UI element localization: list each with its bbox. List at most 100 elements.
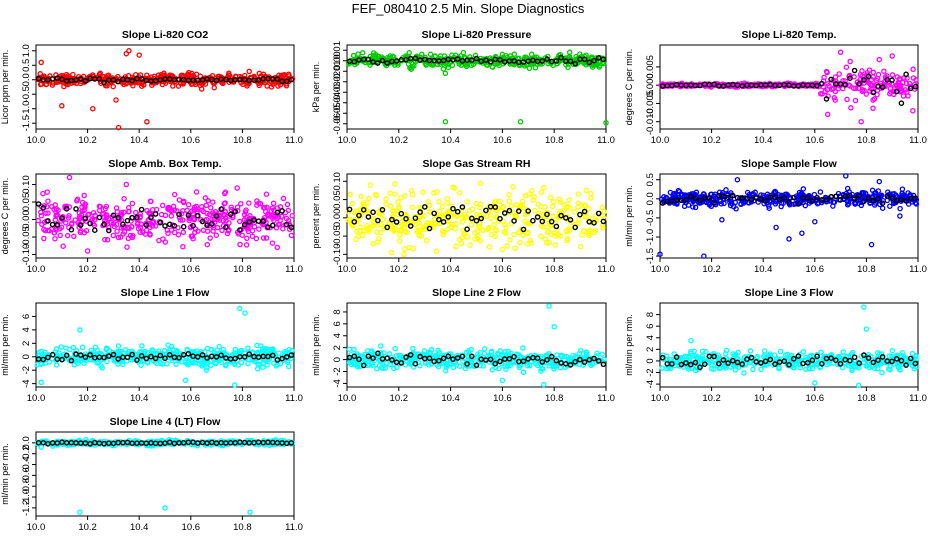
data-point <box>792 195 796 199</box>
data-point <box>763 349 767 353</box>
data-point <box>106 238 110 242</box>
data-point <box>154 224 158 228</box>
data-point <box>83 216 87 220</box>
data-point <box>474 201 478 205</box>
data-point <box>411 346 415 350</box>
data-point <box>92 211 96 215</box>
y-tick-label: -0.5 <box>21 86 32 102</box>
data-point <box>818 190 822 194</box>
data-point <box>398 239 402 243</box>
x-tick-label: 10.0 <box>27 522 46 533</box>
data-point <box>820 362 824 366</box>
data-point <box>45 190 49 194</box>
data-point <box>829 195 833 199</box>
data-point <box>361 233 365 237</box>
data-point <box>853 197 857 201</box>
data-point <box>107 228 111 232</box>
data-point <box>284 216 288 220</box>
panel-title: Slope Li-820 CO2 <box>122 29 209 41</box>
data-point <box>456 210 460 214</box>
x-tick-label: 10.4 <box>130 393 149 404</box>
data-point <box>533 66 537 70</box>
data-point <box>500 378 504 382</box>
data-point <box>187 203 191 207</box>
data-point <box>422 349 426 353</box>
x-tick-label: 10.4 <box>130 264 149 275</box>
data-point <box>583 215 587 219</box>
data-point <box>547 304 551 308</box>
data-point <box>393 182 397 186</box>
data-point <box>160 212 164 216</box>
x-tick-label: 10.4 <box>441 393 460 404</box>
data-point <box>543 237 547 241</box>
data-point <box>209 347 213 351</box>
data-point <box>356 234 360 238</box>
data-point <box>503 350 507 354</box>
data-point <box>542 383 546 387</box>
data-point <box>890 78 894 82</box>
data-point <box>834 194 838 198</box>
x-tick-label: 10.4 <box>441 135 460 146</box>
data-point <box>158 221 162 225</box>
data-point <box>40 82 44 86</box>
data-point <box>379 344 383 348</box>
data-point <box>97 215 101 219</box>
data-point <box>174 362 178 366</box>
data-point <box>462 231 466 235</box>
y-tick-label: 0 <box>332 357 343 362</box>
data-point <box>173 193 177 197</box>
data-point <box>388 352 392 356</box>
data-point <box>837 72 841 76</box>
data-point <box>196 214 200 218</box>
x-tick-label: 10.4 <box>754 264 773 275</box>
data-point <box>880 371 884 375</box>
data-point <box>899 101 903 105</box>
panel-title: Slope Line 1 Flow <box>121 287 211 299</box>
x-tick-label: 10.6 <box>182 135 201 146</box>
data-point <box>825 70 829 74</box>
data-point <box>88 221 92 225</box>
y-tick-label: -4 <box>645 380 656 388</box>
data-point <box>180 360 184 364</box>
data-point <box>533 209 537 213</box>
data-point <box>580 233 584 237</box>
x-tick-label: 10.2 <box>702 264 721 275</box>
data-point <box>848 59 852 63</box>
x-tick-label: 10.2 <box>78 135 97 146</box>
data-point <box>185 208 189 212</box>
x-tick-label: 10.0 <box>651 393 670 404</box>
data-point <box>212 86 216 90</box>
data-point <box>250 229 254 233</box>
data-point <box>220 228 224 232</box>
data-point <box>587 220 591 224</box>
y-axis-label: ml/min per min. <box>0 443 10 505</box>
data-point <box>848 359 852 363</box>
data-point <box>518 120 522 124</box>
x-tick-label: 11.0 <box>285 135 303 146</box>
data-point <box>163 224 167 228</box>
data-point <box>393 192 397 196</box>
data-point <box>166 343 170 347</box>
x-tick-label: 10.2 <box>78 522 97 533</box>
panel-title: Slope Line 3 Flow <box>745 287 835 299</box>
data-point <box>388 191 392 195</box>
data-point <box>285 202 289 206</box>
data-point <box>233 383 237 387</box>
y-tick-label: -2 <box>645 368 656 376</box>
data-point <box>509 204 513 208</box>
data-point <box>549 232 553 236</box>
data-point <box>523 219 527 223</box>
x-tick-label: 10.6 <box>182 522 201 533</box>
x-tick-label: 10.2 <box>702 135 721 146</box>
data-point <box>81 345 85 349</box>
data-point <box>489 216 493 220</box>
data-point <box>148 199 152 203</box>
x-tick-label: 11.0 <box>285 264 303 275</box>
data-point <box>74 352 78 356</box>
data-point <box>824 97 828 101</box>
data-point <box>584 188 588 192</box>
